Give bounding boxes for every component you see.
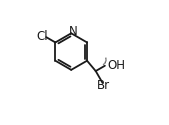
Text: ): ) (103, 57, 107, 66)
Text: Br: Br (97, 79, 110, 92)
Text: OH: OH (107, 59, 125, 72)
Text: Cl: Cl (37, 30, 48, 43)
Text: N: N (69, 25, 78, 38)
